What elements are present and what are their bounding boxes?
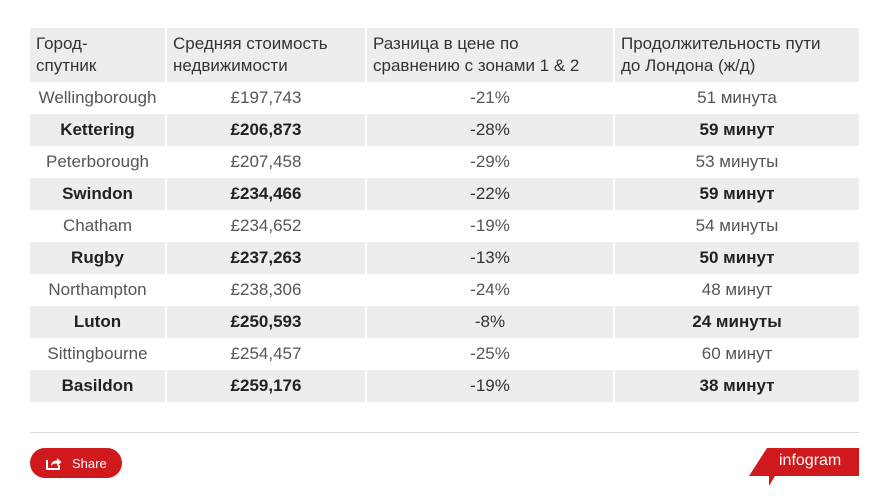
cell-price: £234,652 [167, 210, 367, 242]
cell-price: £250,593 [167, 306, 367, 338]
cell-town: Chatham [30, 210, 167, 242]
cell-town: Rugby [30, 242, 167, 274]
cell-time: 48 минут [701, 280, 773, 299]
cell-time: 60 минут [701, 344, 773, 363]
table-row: Basildon £259,176 -19% 38 минут [30, 370, 859, 402]
brand-label: infogram [779, 452, 842, 469]
cell-town: Swindon [30, 178, 167, 210]
share-button[interactable]: Share [30, 448, 122, 478]
cell-town: Peterborough [30, 146, 167, 178]
table-row: Northampton £238,306 -24% 48 минут [30, 274, 859, 306]
footer-divider [30, 432, 859, 433]
cell-time: 38 минут [699, 376, 775, 395]
table-row: Chatham £234,652 -19% 54 минуты [30, 210, 859, 242]
data-table: Город-спутник Средняя стоимость недвижимо… [30, 28, 859, 402]
cell-price: £254,457 [167, 338, 367, 370]
cell-time: 51 минута [697, 88, 777, 107]
cell-time: 54 минуты [695, 216, 779, 235]
cell-price: £237,263 [167, 242, 367, 274]
share-label: Share [72, 455, 107, 471]
cell-town: Northampton [30, 274, 167, 306]
cell-price: £207,458 [167, 146, 367, 178]
cell-diff: -25% [367, 338, 615, 370]
table-row: Wellingborough £197,743 -21% 51 минута [30, 82, 859, 114]
cell-town: Kettering [30, 114, 167, 146]
cell-time: 53 минуты [695, 152, 779, 171]
cell-town: Sittingbourne [30, 338, 167, 370]
infogram-logo[interactable]: infogram [749, 448, 859, 488]
table-row: Rugby £237,263 -13% 50 минут [30, 242, 859, 274]
cell-time: 59 минут [699, 184, 775, 203]
cell-town: Basildon [30, 370, 167, 402]
table-row: Luton £250,593 -8% 24 минуты [30, 306, 859, 338]
share-icon [46, 456, 62, 470]
cell-price: £259,176 [167, 370, 367, 402]
cell-time: 59 минут [699, 120, 775, 139]
cell-price: £238,306 [167, 274, 367, 306]
cell-diff: -21% [367, 82, 615, 114]
header-diff: Разница в цене по сравнению с зонами 1 & … [367, 28, 615, 82]
table-row: Swindon £234,466 -22% 59 минут [30, 178, 859, 210]
cell-price: £197,743 [167, 82, 367, 114]
cell-diff: -13% [367, 242, 615, 274]
cell-price: £206,873 [167, 114, 367, 146]
cell-diff: -24% [367, 274, 615, 306]
header-price: Средняя стоимость недвижимости [167, 28, 367, 82]
cell-town: Luton [30, 306, 167, 338]
cell-time: 24 минуты [692, 312, 782, 331]
cell-diff: -29% [367, 146, 615, 178]
cell-diff: -22% [367, 178, 615, 210]
cell-time: 50 минут [699, 248, 775, 267]
cell-diff: -8% [367, 306, 615, 338]
cell-diff: -19% [367, 210, 615, 242]
table-row: Kettering £206,873 -28% 59 минут [30, 114, 859, 146]
header-town: Город-спутник [30, 28, 167, 82]
cell-price: £234,466 [167, 178, 367, 210]
table-row: Peterborough £207,458 -29% 53 минуты [30, 146, 859, 178]
header-time: Продолжительность пути до Лондона (ж/д) [621, 34, 821, 75]
table-header: Город-спутник Средняя стоимость недвижимо… [30, 28, 859, 82]
cell-diff: -28% [367, 114, 615, 146]
cell-diff: -19% [367, 370, 615, 402]
table-row: Sittingbourne £254,457 -25% 60 минут [30, 338, 859, 370]
cell-town: Wellingborough [30, 82, 167, 114]
